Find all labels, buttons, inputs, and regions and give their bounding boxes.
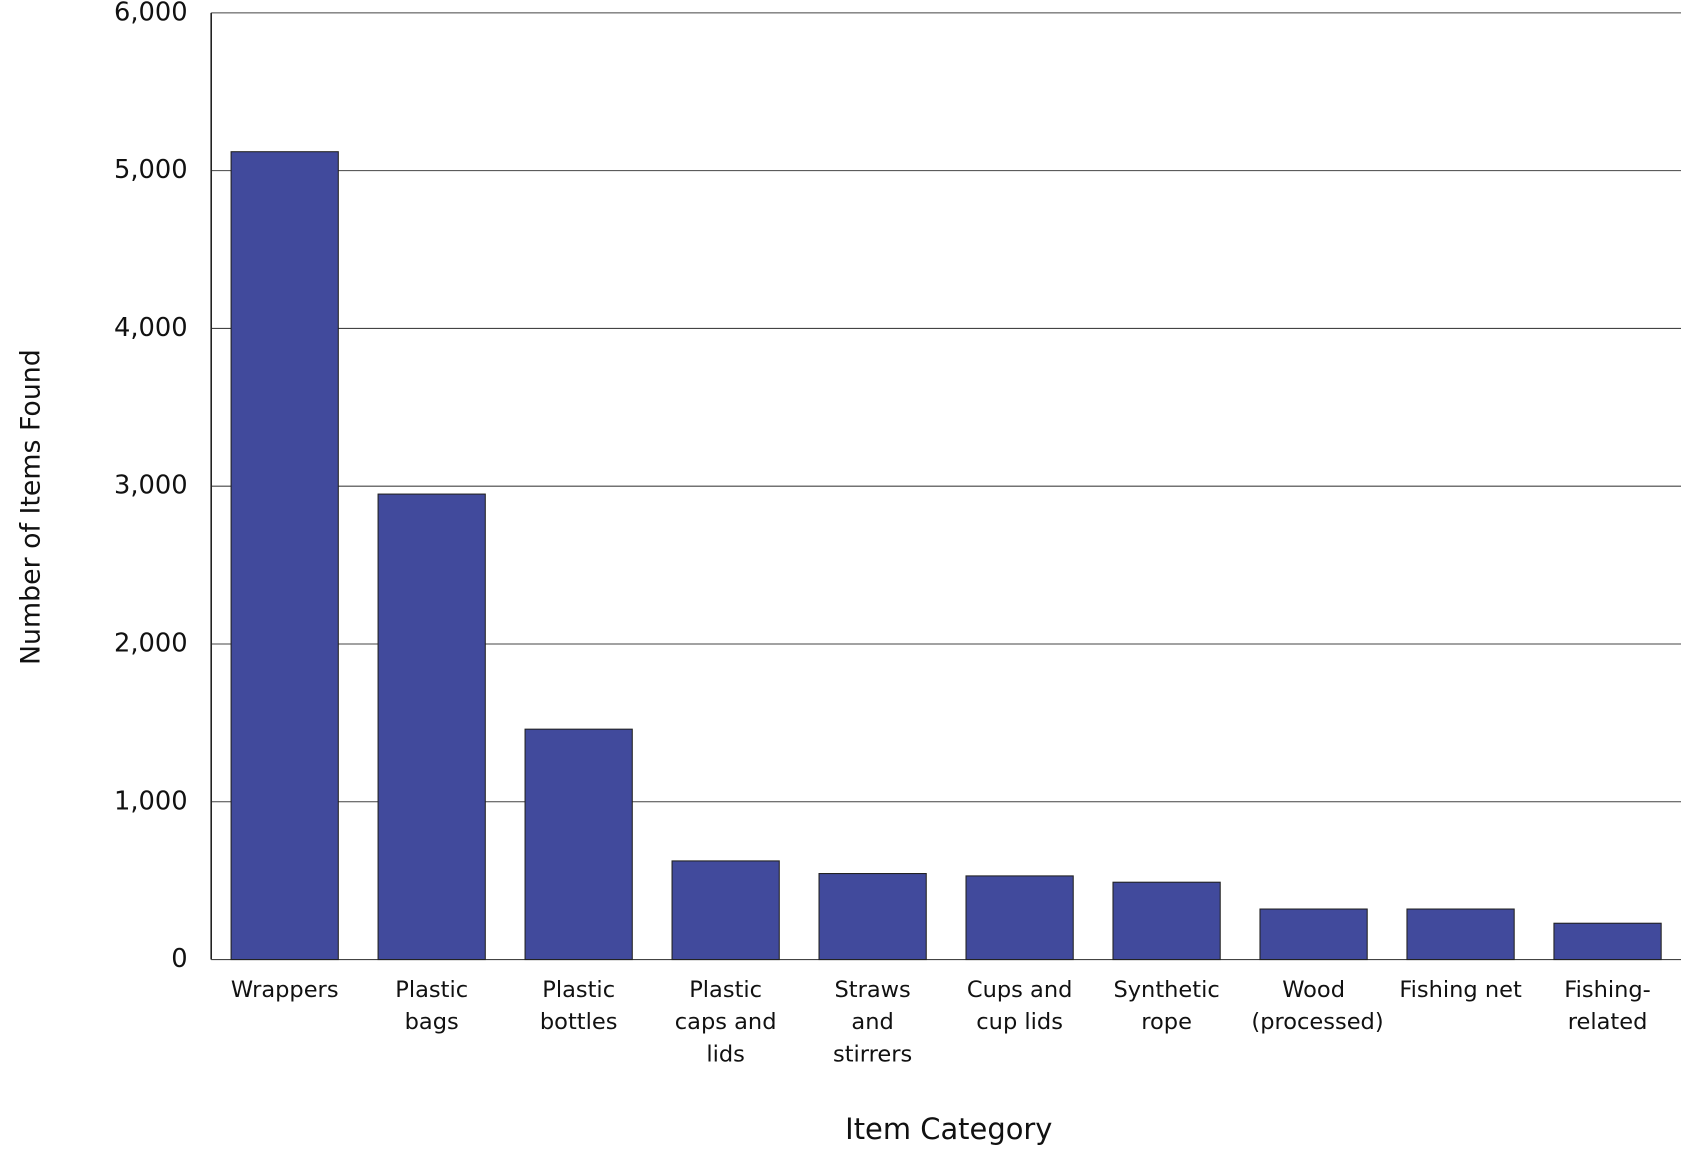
bar [1406,908,1515,961]
x-tick-label: Plastic caps and lids [674,976,777,1067]
bar [818,873,927,961]
x-tick-label: Synthetic rope [1113,976,1220,1035]
bar [1553,922,1662,961]
x-tick-label: Cups and cup lids [966,976,1073,1035]
x-tick-label: Wrappers [230,976,339,1003]
x-tick-label: Plastic bottles [539,976,618,1035]
y-tick-label: 3,000 [114,471,188,501]
bar [230,151,339,961]
y-tick-label: 4,000 [114,313,188,343]
bar [1259,908,1368,961]
bar [965,875,1074,961]
y-tick-label: 5,000 [114,155,188,185]
y-axis-title: Number of Items Found [16,349,47,665]
bar [524,728,633,961]
x-axis-title: Item Category [845,1112,1052,1146]
bar [1112,881,1221,961]
bar [377,493,486,961]
y-tick-label: 0 [171,944,187,974]
x-tick-label: Plastic bags [395,976,469,1035]
y-tick-label: 6,000 [114,0,188,27]
y-tick-label: 1,000 [114,786,188,816]
y-tick-label: 2,000 [114,628,188,658]
x-tick-label: Fishing-related [1564,976,1651,1035]
bar [671,860,780,961]
x-tick-label: Fishing net [1399,976,1522,1003]
x-tick-label: Straws and stirrers [832,976,913,1067]
x-tick-label: Wood (processed) [1251,976,1384,1035]
